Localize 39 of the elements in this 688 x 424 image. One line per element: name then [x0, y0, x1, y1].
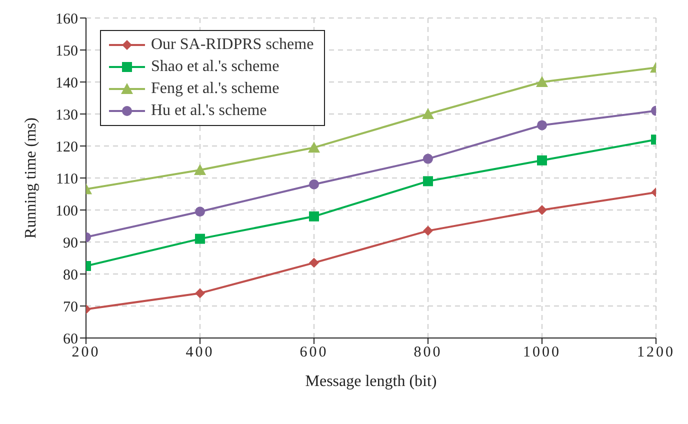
- y-tick-label: 70: [63, 299, 78, 316]
- point: [422, 108, 434, 119]
- point: [194, 164, 206, 175]
- point: [537, 120, 547, 130]
- y-tick-label: 110: [56, 171, 78, 188]
- y-tick-label: 140: [56, 75, 78, 92]
- x-axis-title: Message length (bit): [305, 373, 437, 390]
- point: [195, 288, 205, 298]
- point: [423, 176, 433, 186]
- y-tick-label: 160: [56, 11, 78, 28]
- point: [308, 142, 320, 153]
- legend-label: Shao et al.'s scheme: [151, 57, 280, 77]
- point: [537, 155, 547, 166]
- y-tick-label: 130: [56, 107, 78, 124]
- y-tick-label: 80: [63, 267, 78, 284]
- legend-label: Feng et al.'s scheme: [151, 79, 280, 99]
- point: [423, 154, 433, 164]
- y-tick-label: 90: [63, 235, 78, 252]
- point: [309, 211, 319, 222]
- y-axis-title: Running time (ms): [22, 118, 40, 238]
- point: [195, 206, 205, 217]
- y-tick-label: 150: [56, 43, 78, 60]
- point: [423, 226, 433, 236]
- point: [309, 258, 319, 268]
- point: [537, 205, 547, 215]
- x-tick-label: 600: [300, 344, 328, 361]
- x-tick-label: 1000: [523, 344, 561, 361]
- x-tick-label: 200: [72, 344, 100, 361]
- point: [195, 234, 205, 244]
- x-tick-label: 800: [414, 344, 442, 361]
- point: [536, 76, 548, 87]
- legend-label: Our SA-RIDPRS scheme: [151, 35, 314, 55]
- x-tick-label: 400: [186, 344, 214, 361]
- y-tick-label: 100: [56, 203, 78, 220]
- y-tick-label: 120: [56, 139, 78, 156]
- x-tick-label: 1200: [637, 344, 675, 361]
- y-tick-label: 60: [63, 331, 78, 348]
- legend-label: Hu et al.'s scheme: [151, 101, 267, 121]
- point: [309, 179, 319, 190]
